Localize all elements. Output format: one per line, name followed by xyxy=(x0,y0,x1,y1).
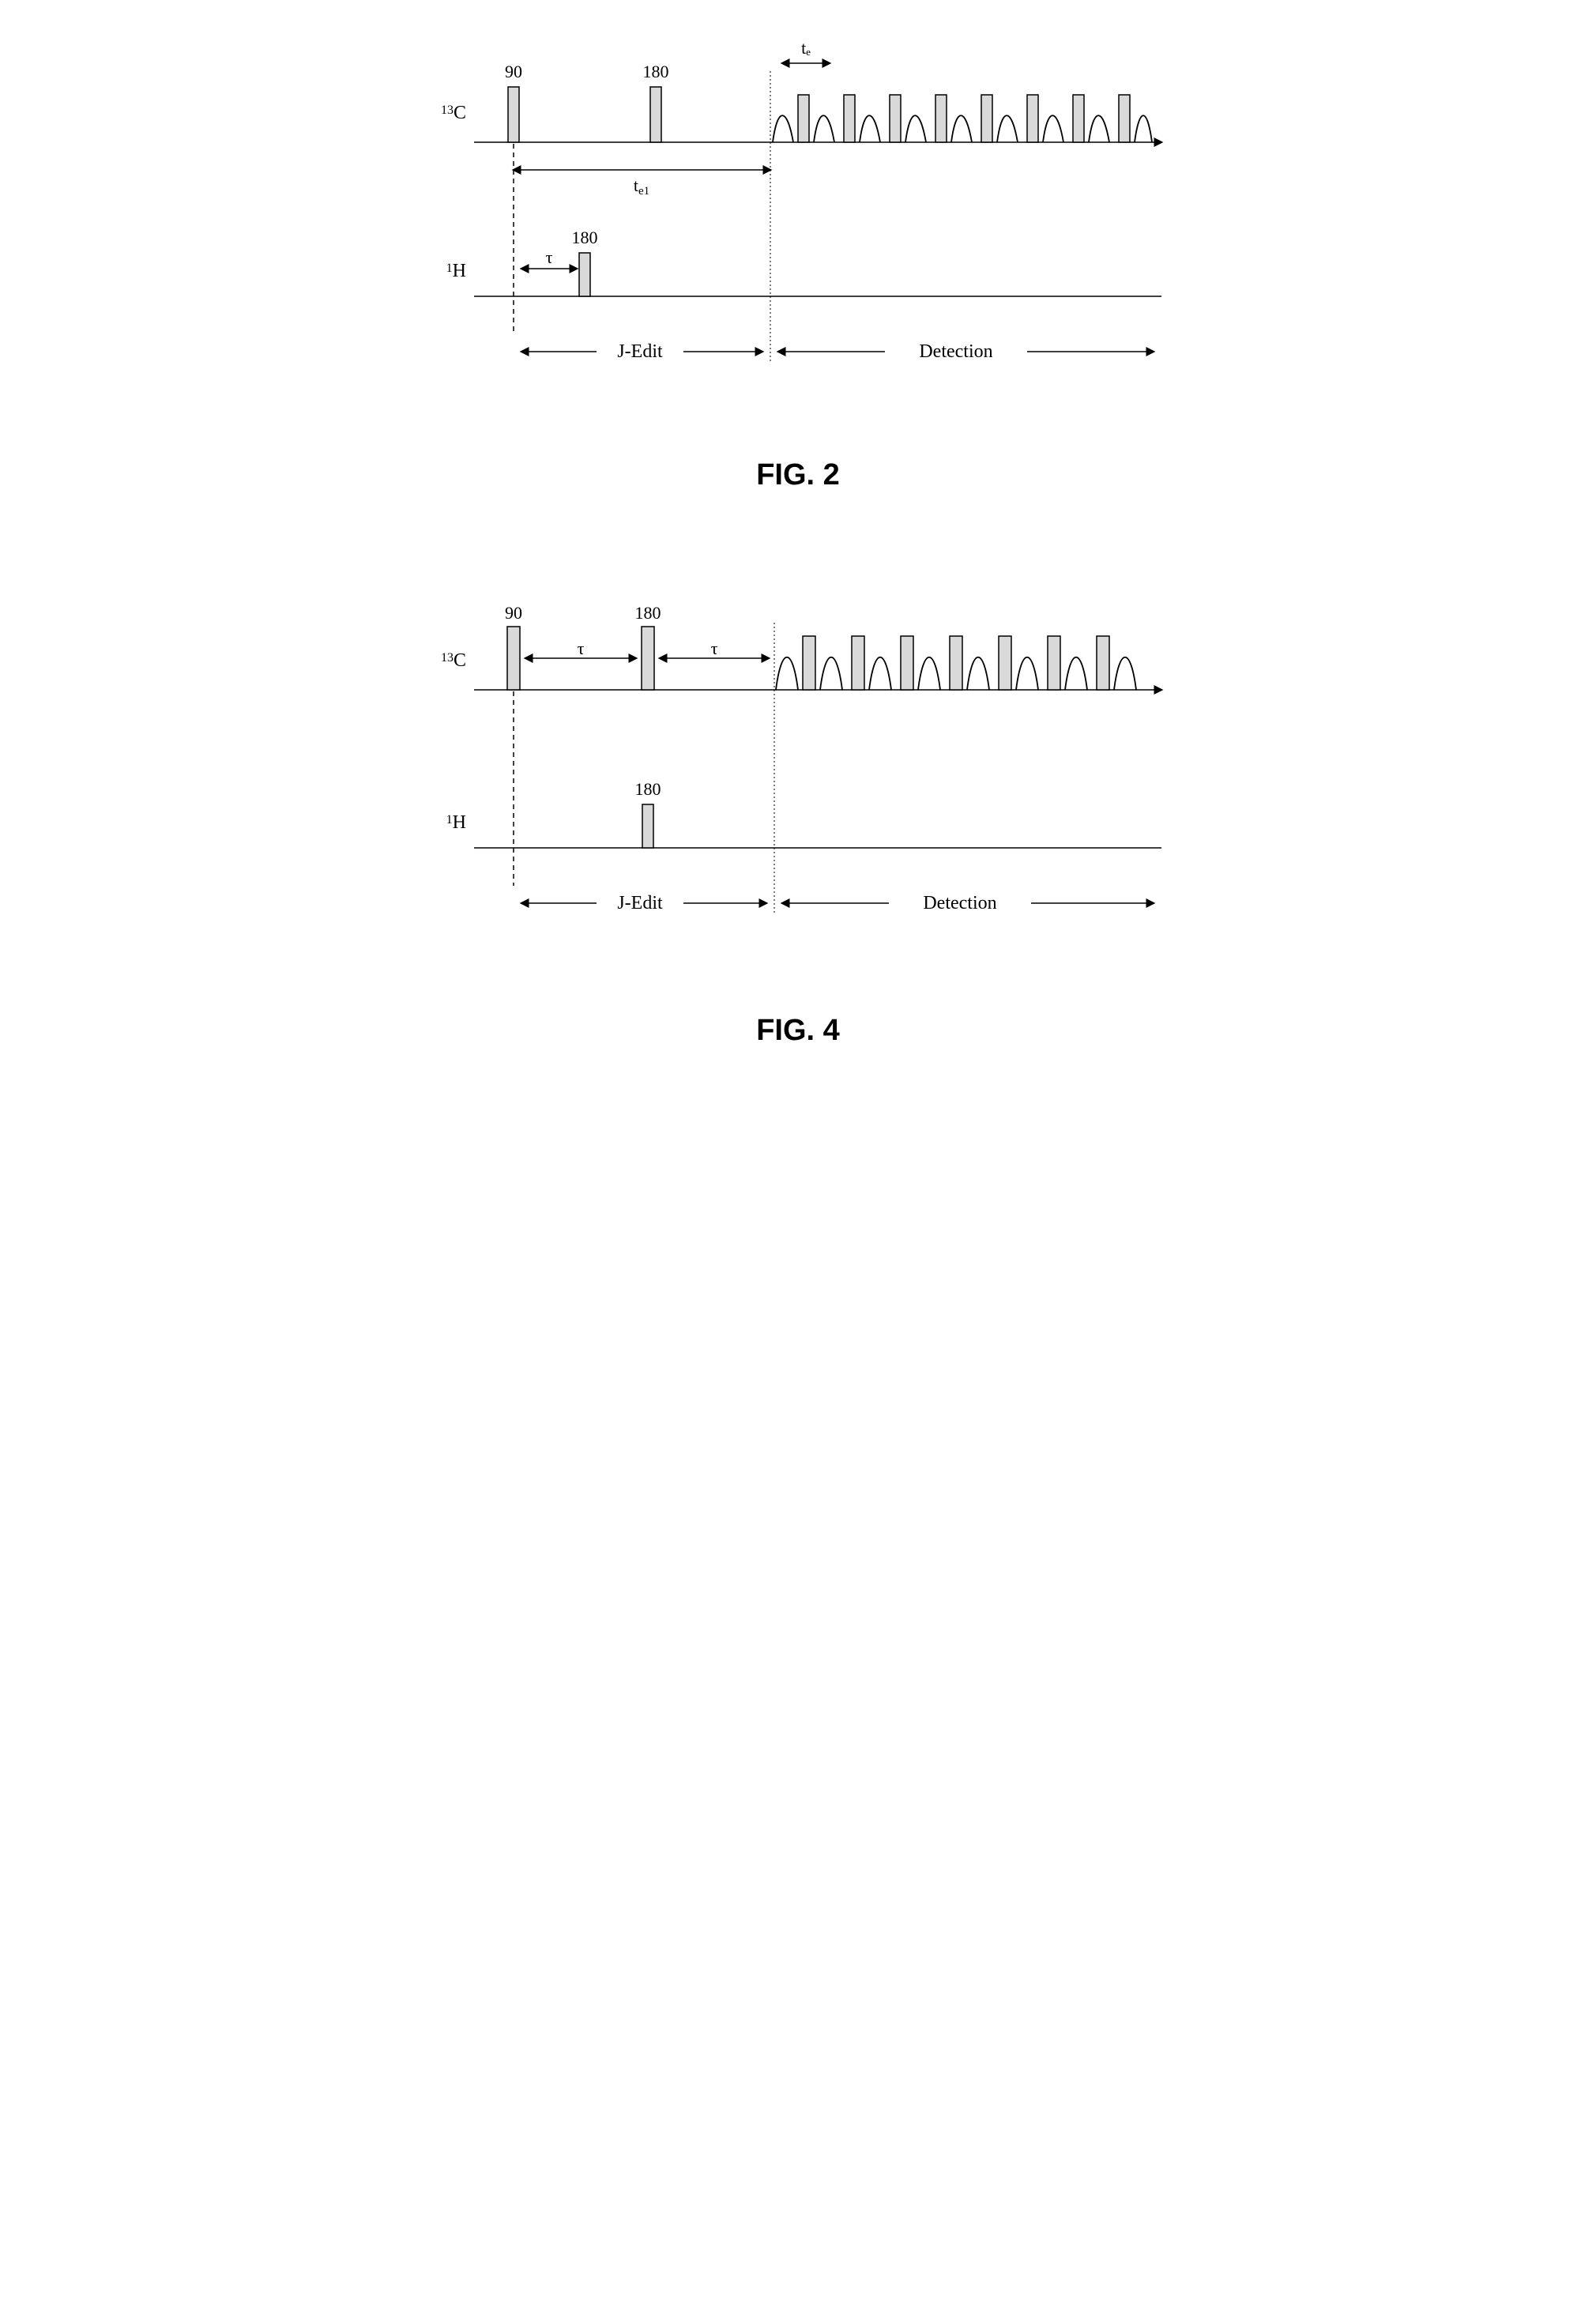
echo xyxy=(905,115,926,142)
tau-label: τ xyxy=(546,247,553,267)
h1-label: 1H xyxy=(446,261,466,281)
label-180-h: 180 xyxy=(635,779,661,799)
fig2-caption: FIG. 2 xyxy=(419,458,1177,492)
det-pulse xyxy=(1119,95,1130,142)
detection-train xyxy=(773,95,1152,142)
echo xyxy=(967,657,989,690)
det-pulse xyxy=(1027,95,1038,142)
det-pulse xyxy=(798,95,809,142)
tau2-label: τ xyxy=(711,638,718,658)
echo xyxy=(814,115,834,142)
fig4-svg: 13C 1H 90 180 τ τ 180 J-Edit Detec xyxy=(419,587,1177,958)
echo xyxy=(860,115,880,142)
echo xyxy=(997,115,1018,142)
h1-label: 1H xyxy=(446,812,466,833)
echo xyxy=(776,657,798,690)
label-90: 90 xyxy=(505,603,522,623)
fig2-svg: 13C 1H 90 180 tₑ te1 180 τ xyxy=(419,32,1177,403)
det-pulse xyxy=(935,95,947,142)
label-180-h: 180 xyxy=(572,228,598,247)
echo xyxy=(820,657,842,690)
pulse-180-c13 xyxy=(642,627,654,690)
det-pulse xyxy=(890,95,901,142)
tau1-label: τ xyxy=(578,638,585,658)
pulse-180-h xyxy=(579,253,590,296)
detection-train xyxy=(776,636,1136,690)
te-label: tₑ xyxy=(801,38,811,58)
echo xyxy=(1043,115,1063,142)
det-pulse xyxy=(803,636,815,690)
jedit-label: J-Edit xyxy=(617,893,663,913)
det-pulse xyxy=(901,636,913,690)
det-pulse xyxy=(844,95,855,142)
echo xyxy=(1135,115,1152,142)
det-pulse xyxy=(981,95,992,142)
det-label: Detection xyxy=(923,893,996,913)
det-pulse xyxy=(1097,636,1109,690)
echo xyxy=(1089,115,1109,142)
c13-label: 13C xyxy=(441,650,466,671)
pulse-90-c13 xyxy=(507,627,520,690)
det-pulse xyxy=(1073,95,1084,142)
echo xyxy=(918,657,940,690)
te1-label: te1 xyxy=(634,175,649,198)
det-pulse xyxy=(1048,636,1060,690)
pulse-90-c13 xyxy=(508,87,519,142)
echo xyxy=(1065,657,1087,690)
figure-2: 13C 1H 90 180 tₑ te1 180 τ xyxy=(419,32,1177,492)
echo xyxy=(1114,657,1136,690)
echo xyxy=(773,115,793,142)
det-label: Detection xyxy=(919,341,992,362)
label-180-c13: 180 xyxy=(635,603,661,623)
c13-label: 13C xyxy=(441,103,466,123)
figure-4: 13C 1H 90 180 τ τ 180 J-Edit Detec xyxy=(419,587,1177,1048)
det-pulse xyxy=(950,636,962,690)
label-180-c13: 180 xyxy=(643,62,669,81)
det-pulse xyxy=(852,636,864,690)
echo xyxy=(1016,657,1038,690)
echo xyxy=(951,115,972,142)
det-pulse xyxy=(999,636,1011,690)
echo xyxy=(869,657,891,690)
label-90: 90 xyxy=(505,62,522,81)
fig4-caption: FIG. 4 xyxy=(419,1014,1177,1048)
jedit-label: J-Edit xyxy=(617,341,663,362)
pulse-180-h xyxy=(642,804,653,848)
pulse-180-c13 xyxy=(650,87,661,142)
